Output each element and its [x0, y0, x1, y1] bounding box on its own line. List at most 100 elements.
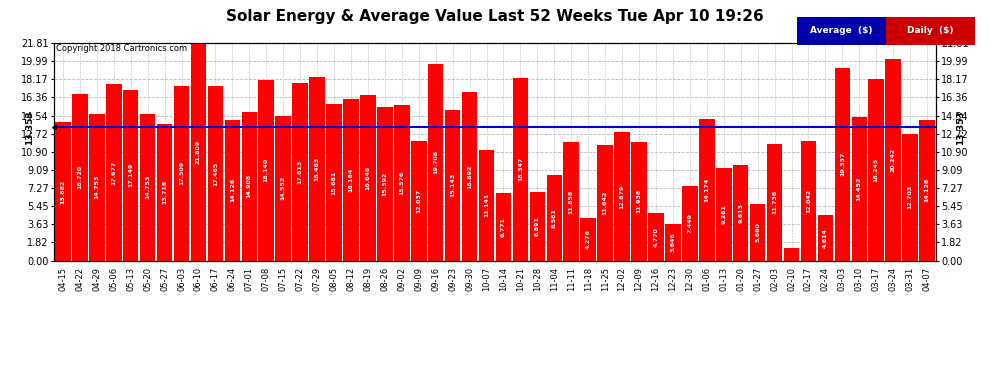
Bar — [597, 144, 613, 261]
Text: 08-26: 08-26 — [380, 267, 389, 291]
Text: 11-11: 11-11 — [566, 267, 576, 291]
Text: 5.660: 5.660 — [755, 222, 760, 242]
Text: 05-27: 05-27 — [160, 267, 169, 291]
Bar — [868, 79, 884, 261]
Text: 18.347: 18.347 — [518, 157, 523, 181]
Text: 07-01: 07-01 — [245, 267, 253, 291]
Text: 09-02: 09-02 — [397, 267, 406, 291]
Text: 18.140: 18.140 — [263, 158, 268, 182]
Bar — [920, 120, 935, 261]
Text: 16.648: 16.648 — [365, 165, 370, 190]
Text: 06-17: 06-17 — [211, 267, 220, 291]
Text: 11.141: 11.141 — [484, 193, 489, 217]
Bar — [258, 80, 274, 261]
Text: 12.703: 12.703 — [908, 185, 913, 209]
Text: 9.613: 9.613 — [739, 203, 743, 223]
Text: 11.938: 11.938 — [637, 189, 642, 213]
Text: 06-24: 06-24 — [228, 267, 237, 291]
Bar — [902, 134, 918, 261]
Text: 7.449: 7.449 — [687, 213, 692, 233]
Text: 02-17: 02-17 — [804, 267, 813, 291]
Text: 8.561: 8.561 — [551, 208, 556, 228]
Bar — [767, 144, 782, 261]
Text: 4.276: 4.276 — [586, 230, 591, 249]
Text: 07-29: 07-29 — [313, 267, 322, 291]
Text: 03-17: 03-17 — [872, 267, 881, 291]
Text: 07-08: 07-08 — [261, 267, 270, 291]
Bar — [106, 84, 122, 261]
Bar — [885, 59, 901, 261]
Text: 14.908: 14.908 — [247, 174, 251, 198]
Text: 04-07: 04-07 — [923, 267, 932, 291]
Text: 12-09: 12-09 — [635, 267, 644, 291]
Bar — [496, 193, 511, 261]
Text: 01-06: 01-06 — [702, 267, 711, 291]
Text: 11.642: 11.642 — [603, 190, 608, 215]
Bar — [309, 76, 325, 261]
Text: 13.353: 13.353 — [25, 110, 34, 145]
Text: 05-20: 05-20 — [144, 267, 152, 291]
Text: 09-23: 09-23 — [448, 267, 457, 291]
Text: 03-10: 03-10 — [854, 267, 864, 291]
Bar — [156, 124, 172, 261]
Text: 11-18: 11-18 — [584, 267, 593, 291]
Bar — [546, 175, 562, 261]
Bar — [89, 114, 105, 261]
Bar — [55, 122, 70, 261]
Text: 15.143: 15.143 — [450, 173, 455, 197]
Bar — [851, 117, 867, 261]
Bar — [749, 204, 765, 261]
Text: 01-13: 01-13 — [720, 267, 729, 291]
Bar — [784, 248, 799, 261]
Bar — [225, 120, 241, 261]
Bar — [292, 83, 308, 261]
Text: 17.509: 17.509 — [179, 161, 184, 185]
Text: 11-04: 11-04 — [549, 267, 558, 291]
Bar — [665, 224, 681, 261]
Text: 16.184: 16.184 — [348, 168, 353, 192]
Bar — [140, 114, 155, 261]
Bar — [648, 213, 663, 261]
Text: 12.042: 12.042 — [806, 189, 811, 213]
Bar — [797, 17, 886, 45]
Text: 14.174: 14.174 — [704, 178, 709, 202]
Text: 12-30: 12-30 — [685, 267, 694, 291]
Text: 01-27: 01-27 — [753, 267, 762, 291]
Text: 17.149: 17.149 — [128, 163, 134, 187]
Text: 12-23: 12-23 — [668, 267, 677, 291]
Text: 02-03: 02-03 — [770, 267, 779, 291]
Bar — [377, 107, 393, 261]
Bar — [411, 141, 427, 261]
Text: 11.858: 11.858 — [568, 189, 574, 214]
Bar — [275, 116, 291, 261]
Text: 05-06: 05-06 — [109, 267, 118, 291]
Bar — [191, 43, 206, 261]
Text: 19.337: 19.337 — [840, 152, 844, 176]
Bar — [428, 64, 444, 261]
Text: 13.353: 13.353 — [956, 110, 965, 145]
Text: 6.891: 6.891 — [535, 216, 540, 236]
Text: 21.809: 21.809 — [196, 140, 201, 164]
Text: Average  ($): Average ($) — [810, 26, 873, 36]
Text: 9.261: 9.261 — [722, 204, 727, 224]
Text: 20.242: 20.242 — [891, 148, 896, 172]
Text: 15.681: 15.681 — [332, 170, 337, 195]
Bar — [818, 214, 834, 261]
Text: 17.465: 17.465 — [213, 161, 218, 186]
Text: 14.128: 14.128 — [925, 178, 930, 202]
Bar — [445, 110, 460, 261]
Bar — [632, 142, 646, 261]
Bar — [208, 87, 223, 261]
Text: 05-13: 05-13 — [126, 267, 136, 291]
Bar — [682, 186, 698, 261]
Text: 04-22: 04-22 — [75, 267, 84, 291]
Text: 3.646: 3.646 — [670, 232, 675, 252]
Text: 10-28: 10-28 — [533, 267, 542, 291]
Text: 14.552: 14.552 — [281, 176, 286, 200]
Text: 14.753: 14.753 — [94, 175, 99, 199]
Text: 15.392: 15.392 — [382, 172, 387, 196]
Bar — [173, 86, 189, 261]
Text: 12-02: 12-02 — [618, 267, 627, 291]
Text: 17.677: 17.677 — [111, 160, 116, 184]
Text: Daily  ($): Daily ($) — [908, 26, 953, 36]
